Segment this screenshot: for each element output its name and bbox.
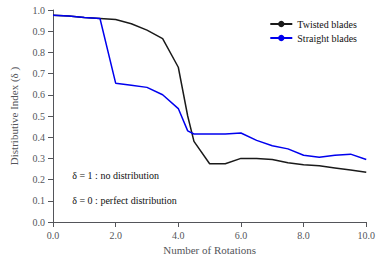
svg-text:0.5: 0.5: [33, 111, 46, 122]
svg-text:2.0: 2.0: [109, 230, 122, 241]
svg-text:Distributive Index (δ ): Distributive Index (δ ): [8, 66, 21, 165]
svg-text:0.0: 0.0: [47, 230, 60, 241]
svg-text:0.2: 0.2: [33, 174, 46, 185]
svg-text:0.7: 0.7: [33, 68, 46, 79]
svg-text:0.0: 0.0: [33, 217, 46, 228]
svg-text:10.0: 10.0: [358, 230, 376, 241]
svg-text:4.0: 4.0: [172, 230, 185, 241]
svg-text:0.9: 0.9: [33, 26, 46, 37]
svg-text:Straight blades: Straight blades: [297, 33, 357, 44]
svg-text:0.6: 0.6: [33, 89, 46, 100]
svg-text:1.0: 1.0: [33, 5, 46, 16]
svg-text:0.3: 0.3: [33, 153, 46, 164]
svg-text:δ = 1 : no distribution: δ = 1 : no distribution: [72, 170, 159, 181]
svg-text:Twisted blades: Twisted blades: [297, 19, 357, 30]
svg-text:0.8: 0.8: [33, 47, 46, 58]
svg-text:6.0: 6.0: [235, 230, 248, 241]
svg-text:0.1: 0.1: [33, 195, 46, 206]
svg-text:8.0: 8.0: [297, 230, 310, 241]
svg-text:δ = 0 : perfect distribution: δ = 0 : perfect distribution: [72, 195, 177, 206]
svg-text:0.4: 0.4: [33, 132, 46, 143]
svg-text:Number of Rotations: Number of Rotations: [163, 244, 256, 256]
